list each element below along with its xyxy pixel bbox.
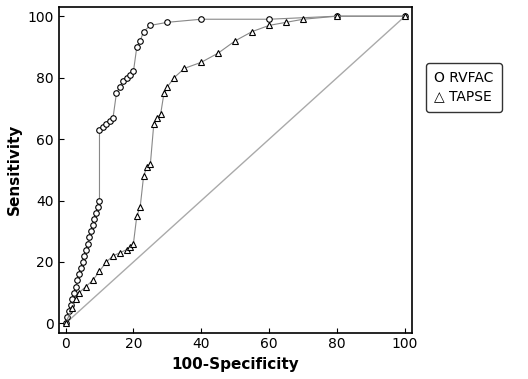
Y-axis label: Sensitivity: Sensitivity — [7, 124, 22, 216]
X-axis label: 100-Specificity: 100-Specificity — [172, 357, 299, 372]
Legend: O RVFAC, △ TAPSE: O RVFAC, △ TAPSE — [426, 63, 502, 111]
